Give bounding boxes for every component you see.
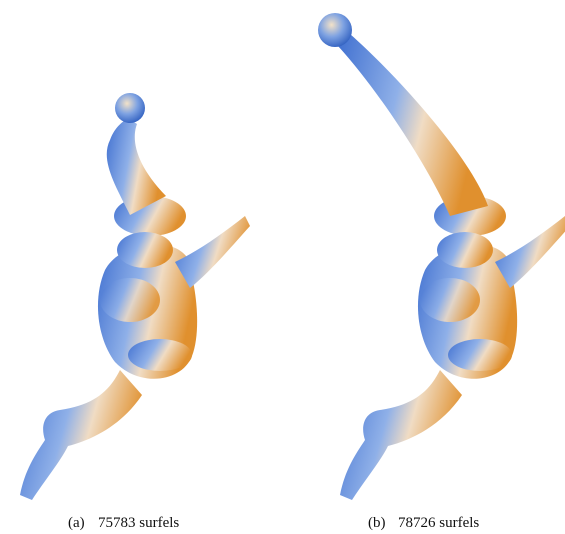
subfig-caption: 78726 surfels (398, 515, 479, 531)
subfig-label: (b) (368, 515, 386, 531)
render-b (318, 13, 565, 500)
subfig-label: (a) (68, 515, 85, 531)
render-a (20, 93, 250, 500)
subfig-caption: 75783 surfels (98, 515, 179, 531)
